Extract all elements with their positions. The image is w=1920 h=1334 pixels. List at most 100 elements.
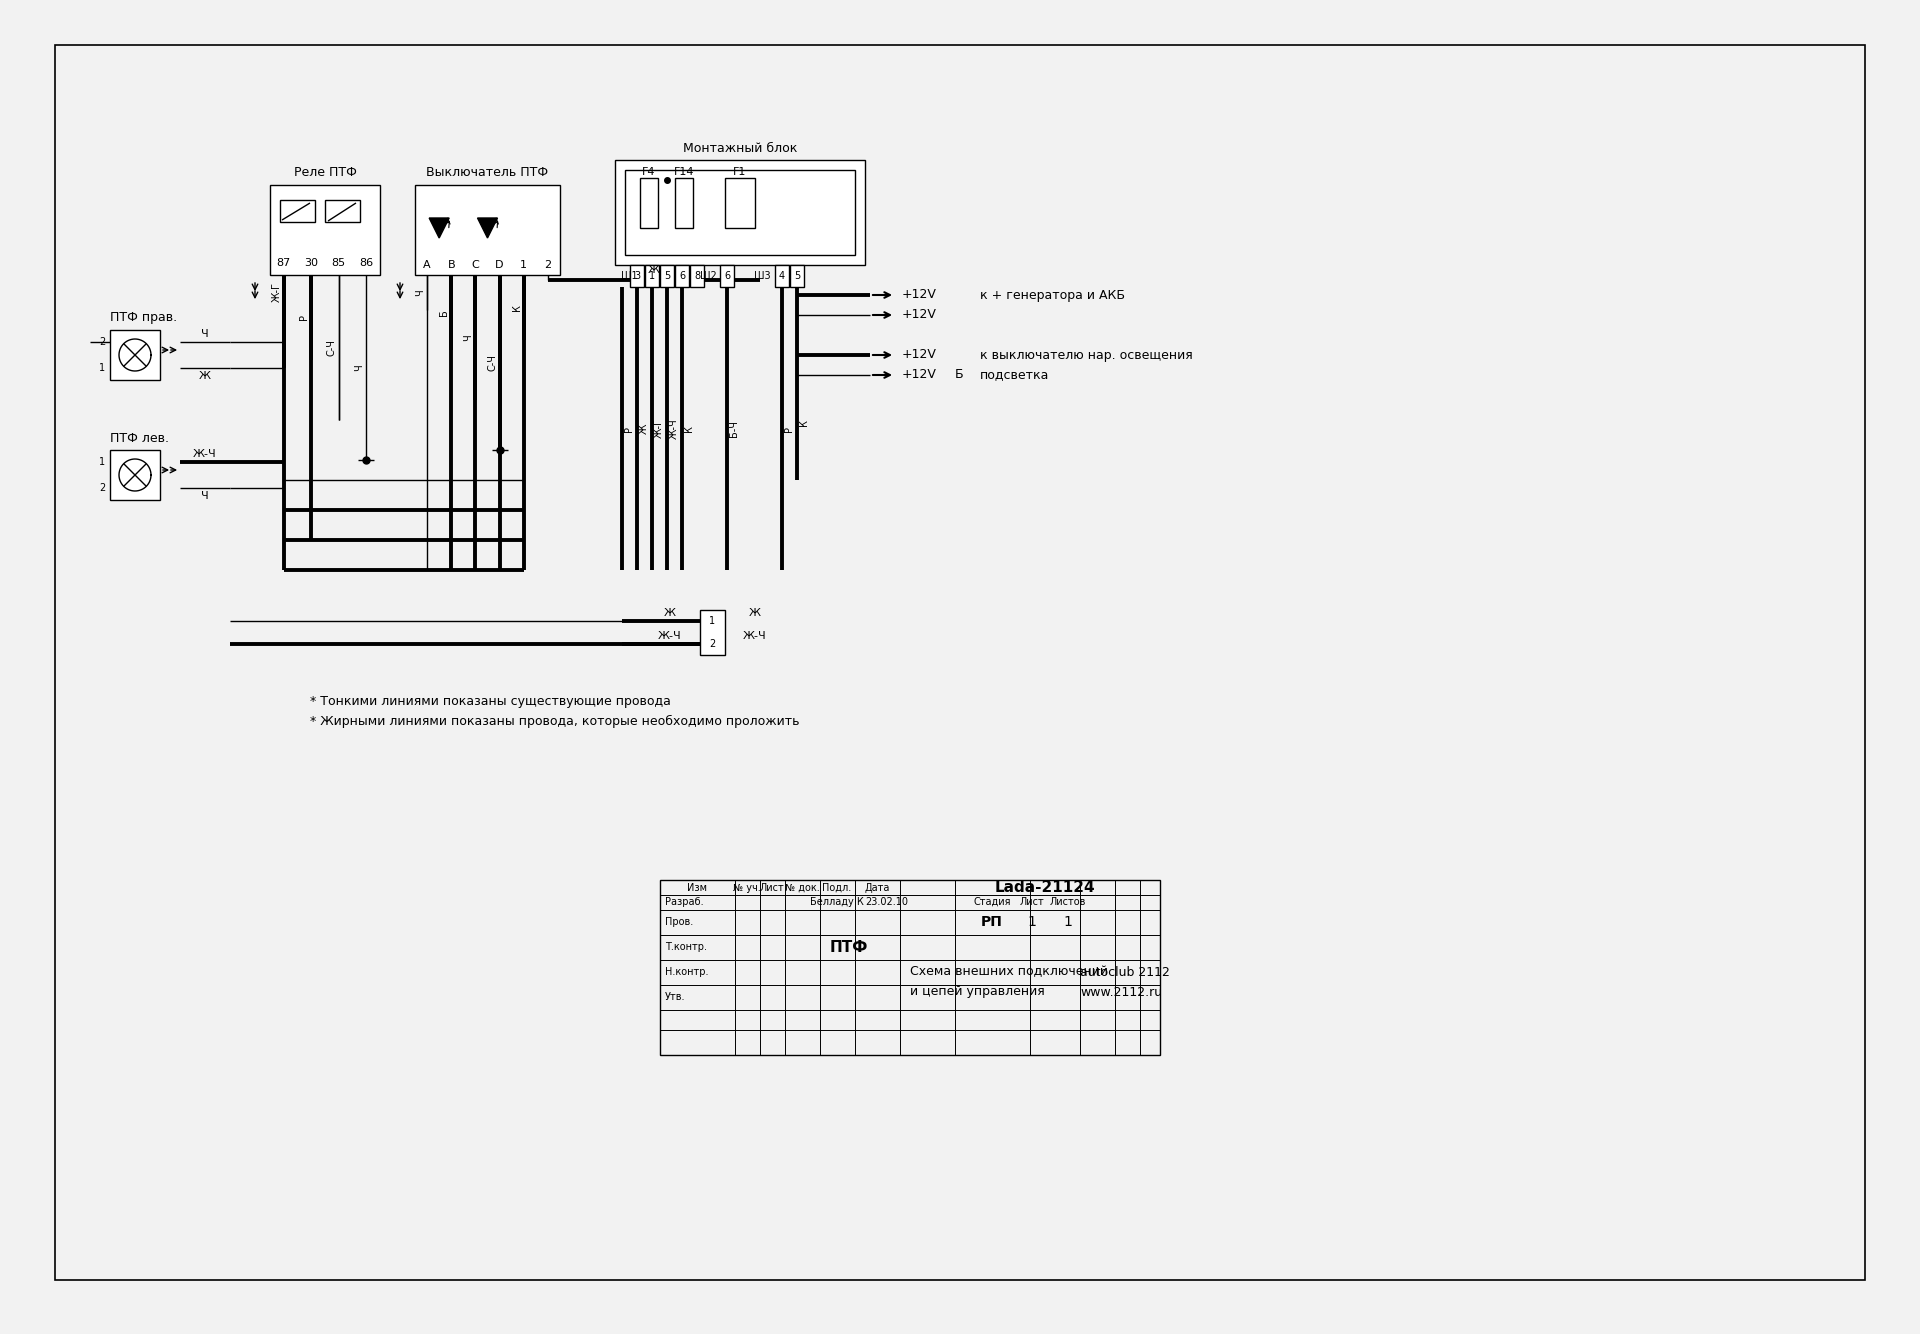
Text: Ш3: Ш3 [755, 271, 770, 281]
Text: ПТФ лев.: ПТФ лев. [109, 431, 169, 444]
Text: 1: 1 [1064, 915, 1073, 928]
Bar [639, 177, 659, 228]
Text: № уч.: № уч. [733, 883, 760, 892]
Text: F14: F14 [674, 167, 695, 177]
Bar [776, 265, 789, 287]
Text: D: D [495, 260, 503, 269]
Text: autoclub 2112: autoclub 2112 [1079, 966, 1169, 979]
Text: Листов: Листов [1050, 896, 1087, 907]
Text: Изм: Изм [687, 883, 707, 892]
Text: Ж-Г: Ж-Г [655, 419, 664, 439]
Text: Утв.: Утв. [664, 992, 685, 1002]
Text: 2: 2 [708, 639, 716, 648]
Text: 87: 87 [276, 257, 290, 268]
Bar [689, 265, 705, 287]
Text: Ч: Ч [463, 334, 474, 342]
Text: 2: 2 [545, 260, 551, 269]
Text: 6: 6 [680, 271, 685, 281]
Text: Разраб.: Разраб. [664, 896, 703, 907]
Bar [701, 610, 726, 655]
Text: 5: 5 [664, 271, 670, 281]
Bar [630, 265, 643, 287]
Text: * Тонкими линиями показаны существующие провода: * Тонкими линиями показаны существующие … [309, 695, 670, 708]
Text: Подл.: Подл. [822, 883, 852, 892]
Text: С-Ч: С-Ч [326, 339, 336, 356]
Bar [626, 169, 854, 255]
Bar [676, 265, 689, 287]
Text: Ж: Ж [647, 265, 660, 275]
Text: Ш1: Ш1 [620, 271, 637, 281]
Text: С-Ч: С-Ч [488, 354, 497, 371]
Bar [271, 185, 380, 275]
Text: F1: F1 [733, 167, 747, 177]
Text: Пров.: Пров. [664, 916, 693, 927]
Bar [614, 160, 866, 265]
Text: 85: 85 [332, 257, 346, 268]
Text: 23.02.10: 23.02.10 [866, 896, 908, 907]
Text: 1: 1 [98, 458, 106, 467]
Text: В: В [447, 260, 455, 269]
Text: РП: РП [981, 915, 1002, 928]
Text: ПТФ: ПТФ [829, 939, 868, 955]
Bar [109, 450, 159, 500]
Text: 86: 86 [359, 257, 372, 268]
Text: 1: 1 [708, 616, 716, 626]
Text: ПТФ прав.: ПТФ прав. [109, 312, 177, 324]
Bar [726, 177, 755, 228]
Bar [109, 329, 159, 380]
Text: Ж-Ч: Ж-Ч [194, 450, 217, 459]
Text: Ж-Ч: Ж-Ч [743, 631, 766, 640]
Text: А: А [422, 260, 430, 269]
Text: С: С [472, 260, 480, 269]
Text: Ж: Ж [749, 608, 760, 618]
Text: 30: 30 [303, 257, 319, 268]
Text: Ч: Ч [415, 289, 424, 296]
Bar [660, 265, 674, 287]
Text: 5: 5 [793, 271, 801, 281]
Text: и цепей управления: и цепей управления [910, 986, 1044, 999]
Text: Реле ПТФ: Реле ПТФ [294, 167, 357, 180]
Text: Монтажный блок: Монтажный блок [684, 141, 797, 155]
Text: Р: Р [783, 426, 795, 431]
Text: +12V: +12V [902, 308, 937, 321]
Bar [280, 200, 315, 221]
Bar [324, 200, 361, 221]
Text: К: К [799, 420, 808, 427]
Text: Ж: Ж [200, 371, 211, 382]
Bar [720, 265, 733, 287]
Bar [660, 880, 1160, 1055]
Text: Т.контр.: Т.контр. [664, 942, 707, 952]
Polygon shape [478, 217, 497, 237]
Text: Р: Р [300, 315, 309, 320]
Text: 1: 1 [520, 260, 528, 269]
Polygon shape [430, 217, 449, 237]
Text: 2: 2 [98, 338, 106, 347]
Text: Р: Р [624, 426, 634, 431]
Text: Lada-21124: Lada-21124 [995, 880, 1094, 895]
Text: Ж: Ж [664, 608, 676, 618]
Text: 1: 1 [98, 363, 106, 374]
Text: Дата: Дата [864, 883, 889, 892]
Text: Ж-Ч: Ж-Ч [659, 631, 682, 640]
Bar [676, 177, 693, 228]
Bar [415, 185, 561, 275]
Text: К: К [513, 304, 522, 311]
Text: F4: F4 [643, 167, 657, 177]
Text: * Жирными линиями показаны провода, которые необходимо проложить: * Жирными линиями показаны провода, кото… [309, 715, 799, 728]
Text: www.2112.ru: www.2112.ru [1079, 986, 1162, 999]
Text: Белладу К: Белладу К [810, 896, 864, 907]
Text: Ж: Ж [639, 423, 649, 434]
Text: 2: 2 [98, 483, 106, 494]
Text: Схема внешних подключений: Схема внешних подключений [910, 966, 1108, 979]
Text: Б: Б [440, 309, 449, 316]
Text: +12V: +12V [902, 348, 937, 362]
Text: +12V: +12V [902, 368, 937, 382]
Text: 8: 8 [693, 271, 701, 281]
Text: Б: Б [954, 368, 964, 382]
Text: Б-Ч: Б-Ч [730, 420, 739, 438]
Bar [789, 265, 804, 287]
Text: 1: 1 [649, 271, 655, 281]
Text: Ш2: Ш2 [699, 271, 716, 281]
Text: Ч: Ч [202, 329, 209, 339]
Text: подсветка: подсветка [979, 368, 1050, 382]
